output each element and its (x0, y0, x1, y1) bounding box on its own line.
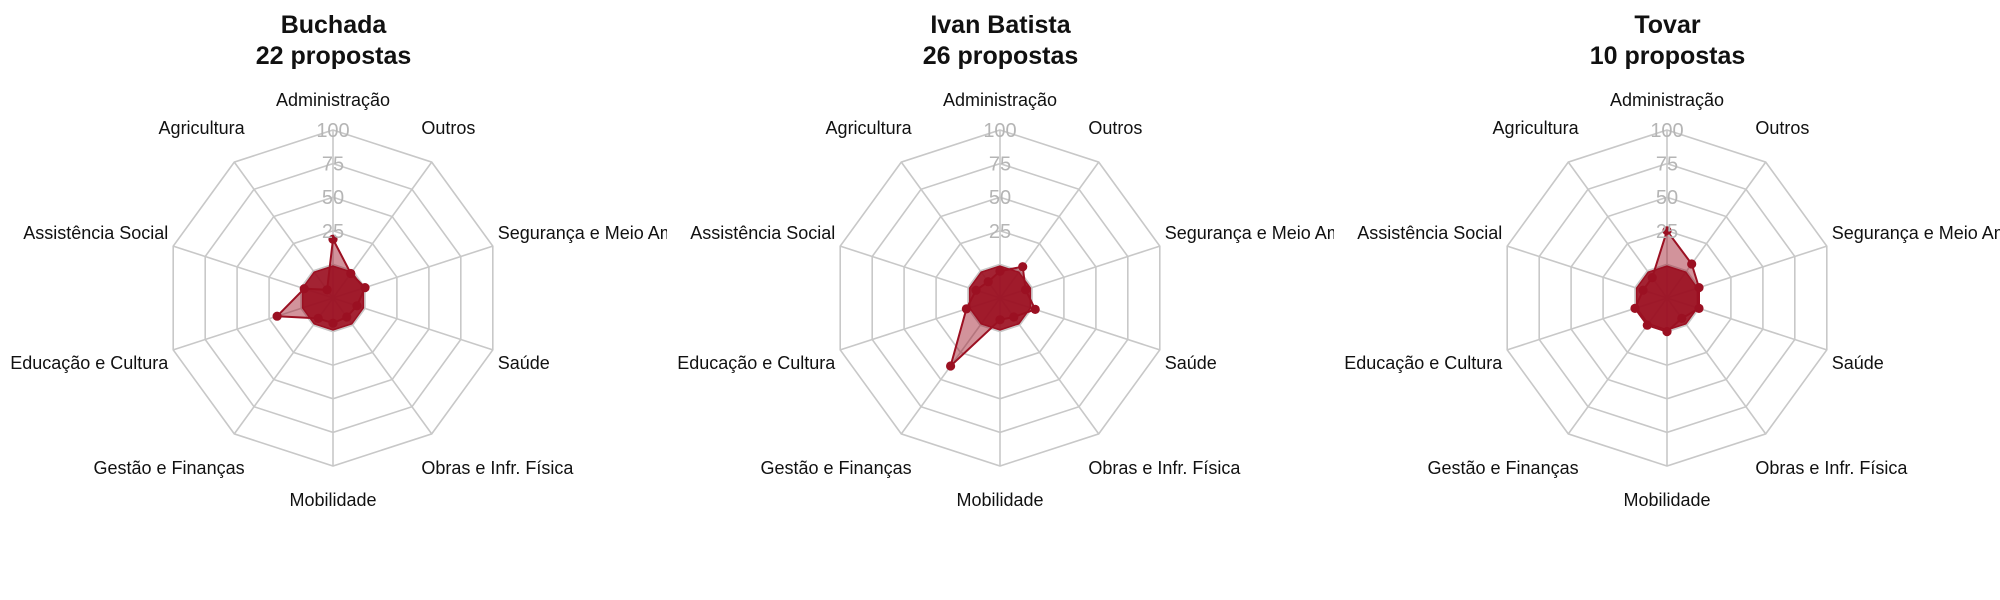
chart-subtitle: 26 propostas (922, 42, 1079, 70)
data-point (961, 304, 971, 314)
radar-chart-tovar: 25 50 75 100 Administração Outros Segurança e … (1344, 90, 2000, 510)
data-point (995, 315, 1005, 325)
data-point (328, 318, 338, 328)
data-point (1021, 285, 1031, 295)
data-point (1009, 312, 1019, 322)
data-point (1030, 304, 1040, 314)
radar-panel-buchada: 25 50 75 100 Administração Outros Segurança e … (0, 0, 667, 600)
axis-label: Administração (276, 90, 390, 110)
axis-label: Obras e Infr. Física (421, 458, 574, 478)
chart-title: Buchada (280, 11, 387, 39)
radial-tick-label: 50 (1656, 187, 1678, 209)
axis-label: Administração (1610, 90, 1724, 110)
axis-label: Mobilidade (956, 490, 1043, 510)
radar-chart-ivan-batista: 25 50 75 100 Administração Outros Segurança e … (677, 90, 1334, 510)
axis-label: Mobilidade (1623, 490, 1710, 510)
radial-tick-label: 75 (322, 154, 344, 176)
axis-label: Agricultura (159, 118, 246, 138)
axis-label: Saúde (1832, 353, 1884, 373)
radial-tick-label: 100 (983, 120, 1016, 142)
axis-label: Obras e Infr. Física (1755, 458, 1908, 478)
data-point (1694, 303, 1704, 313)
data-point (342, 312, 352, 322)
axis-label: Segurança e Meio Amb. (1165, 223, 1334, 243)
axis-label: Gestão e Finanças (761, 458, 912, 478)
data-point (1018, 262, 1028, 272)
data-point (971, 285, 981, 295)
axis-label: Agricultura (826, 118, 913, 138)
axis-label: Segurança e Meio Amb. (498, 223, 667, 243)
axis-label: Assistência Social (1357, 223, 1502, 243)
data-point (1642, 320, 1652, 330)
chart-title: Ivan Batista (930, 11, 1071, 39)
radial-tick-label: 75 (1656, 154, 1678, 176)
data-point (1687, 259, 1697, 269)
data-core (1635, 265, 1699, 331)
axis-label: Obras e Infr. Física (1088, 458, 1241, 478)
radial-tick-label: 50 (322, 187, 344, 209)
axis-label: Assistência Social (23, 223, 168, 243)
axis-label: Educação e Cultura (10, 353, 169, 373)
data-point (1662, 226, 1672, 236)
radar-chart-buchada: 25 50 75 100 Administração Outros Segurança e … (10, 90, 667, 510)
data-point (995, 266, 1005, 276)
radial-tick-label: 25 (989, 221, 1011, 243)
axis-label: Gestão e Finanças (94, 458, 245, 478)
data-point (352, 301, 362, 311)
radar-panel-ivan-batista: 25 50 75 100 Administração Outros Segurança e … (667, 0, 1334, 600)
data-point (360, 283, 370, 293)
radial-tick-label: 50 (989, 187, 1011, 209)
chart-subtitle: 10 propostas (1589, 42, 1746, 70)
data-point (1677, 313, 1687, 323)
data-point (328, 234, 338, 244)
axis-label: Agricultura (1493, 118, 1580, 138)
radial-tick-label: 25 (1656, 221, 1678, 243)
data-point (346, 268, 356, 279)
data-point (299, 284, 309, 294)
data-point (983, 277, 993, 287)
data-point (313, 313, 323, 323)
data-point (1662, 327, 1672, 337)
axis-label: Administração (943, 90, 1057, 110)
axis-label: Outros (1755, 118, 1809, 138)
axis-label: Mobilidade (289, 490, 376, 510)
radial-tick-label: 25 (322, 221, 344, 243)
axis-label: Educação e Cultura (1344, 353, 1503, 373)
axis-label: Saúde (1165, 353, 1217, 373)
data-point (322, 285, 332, 295)
chart-title: Tovar (1634, 11, 1701, 39)
data-point (946, 361, 956, 371)
radial-tick-label: 100 (316, 120, 349, 142)
data-point (1638, 285, 1648, 295)
axis-label: Gestão e Finanças (1428, 458, 1579, 478)
data-point (1630, 303, 1640, 313)
chart-subtitle: 22 propostas (255, 42, 412, 70)
axis-label: Outros (1088, 118, 1142, 138)
axis-label: Assistência Social (690, 223, 835, 243)
data-point (272, 311, 282, 321)
radar-panel-tovar: 25 50 75 100 Administração Outros Segurança e … (1334, 0, 2000, 600)
data-point (1647, 273, 1657, 283)
data-point (1694, 283, 1704, 293)
radial-tick-label: 100 (1650, 120, 1683, 142)
radial-tick-label: 75 (989, 154, 1011, 176)
axis-label: Educação e Cultura (677, 353, 836, 373)
axis-label: Saúde (498, 353, 550, 373)
axis-label: Outros (421, 118, 475, 138)
axis-label: Segurança e Meio Amb. (1832, 223, 2000, 243)
